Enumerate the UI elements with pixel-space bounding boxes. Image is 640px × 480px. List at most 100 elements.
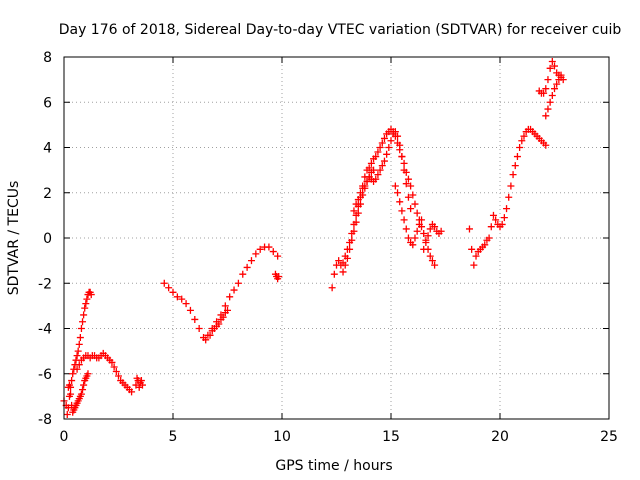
data-point <box>186 306 194 314</box>
data-point <box>274 252 282 260</box>
data-point <box>256 245 264 253</box>
data-point <box>206 331 214 339</box>
data-point <box>407 182 415 190</box>
data-point <box>394 132 402 140</box>
series-s14 <box>465 125 550 269</box>
data-point <box>374 171 382 179</box>
data-point <box>551 62 558 70</box>
data-point <box>195 325 203 332</box>
data-point <box>128 388 136 396</box>
series-s3 <box>64 370 92 416</box>
data-point <box>544 105 552 113</box>
data-point <box>413 209 421 217</box>
data-point <box>411 234 419 242</box>
y-tick-label: 4 <box>43 141 52 157</box>
data-point <box>426 225 434 233</box>
x-tick-label: 0 <box>60 429 69 445</box>
data-point <box>542 112 550 120</box>
data-point <box>391 182 399 190</box>
data-point <box>546 64 554 72</box>
x-tick-label: 15 <box>382 429 400 445</box>
data-point <box>400 166 408 174</box>
data-point <box>404 175 412 183</box>
data-point <box>356 189 364 197</box>
data-point <box>110 363 118 371</box>
data-point <box>422 239 430 247</box>
data-point <box>398 207 406 215</box>
data-point <box>361 182 369 190</box>
data-point <box>468 245 476 253</box>
x-tick-label: 5 <box>169 429 178 445</box>
data-point <box>398 153 406 161</box>
axis-ticks: 0 5 10 15 20 25 -8 -6 -4 -2 0 2 4 6 8 <box>38 50 618 445</box>
y-tick-label: 2 <box>43 186 52 202</box>
data-point <box>160 279 168 287</box>
series-s11 <box>350 166 378 215</box>
data-point <box>234 279 242 287</box>
data-point <box>328 284 336 292</box>
data-point <box>420 245 428 253</box>
data-point <box>82 300 90 308</box>
data-point <box>354 209 362 217</box>
data-point <box>191 315 199 323</box>
data-point <box>465 225 473 233</box>
data-point <box>350 207 358 215</box>
data-point <box>81 304 89 312</box>
data-point <box>219 313 227 321</box>
data-point <box>505 193 513 201</box>
data-point <box>372 153 380 161</box>
data-point <box>472 252 480 260</box>
data-point <box>173 293 181 301</box>
data-point <box>138 381 146 389</box>
data-point <box>431 261 439 269</box>
data-point <box>540 89 548 97</box>
data-point <box>485 234 493 242</box>
y-tick-label: -4 <box>38 322 52 338</box>
data-point <box>343 254 351 262</box>
y-tick-label: -2 <box>38 276 52 292</box>
data-point <box>239 270 247 278</box>
data-point <box>520 132 528 140</box>
data-point <box>63 410 71 418</box>
series-s7 <box>206 306 231 339</box>
chart-title: Day 176 of 2018, Sidereal Day-to-day VTE… <box>59 22 622 38</box>
data-point <box>400 216 408 224</box>
series-s4 <box>73 349 136 396</box>
data-point <box>365 164 373 172</box>
data-point <box>367 159 375 167</box>
data-point <box>542 85 550 93</box>
data-point <box>79 318 87 326</box>
series-s6 <box>160 243 282 344</box>
series-s16 <box>542 73 567 120</box>
data-point <box>76 334 84 342</box>
data-point <box>269 248 277 256</box>
data-point <box>551 85 558 93</box>
data-point <box>426 252 434 260</box>
series-s5 <box>132 374 146 391</box>
data-point <box>221 302 229 310</box>
data-point <box>420 229 428 237</box>
data-point <box>182 300 190 308</box>
data-point <box>75 340 83 348</box>
x-axis-label: GPS time / hours <box>275 458 392 474</box>
data-point <box>481 241 489 249</box>
data-point <box>69 370 77 378</box>
data-point <box>73 365 81 373</box>
data-point <box>215 320 223 328</box>
data-point <box>230 286 238 294</box>
data-point <box>404 193 412 201</box>
data-point <box>503 205 511 213</box>
x-tick-label: 25 <box>600 429 618 445</box>
data-point <box>415 220 423 228</box>
x-tick-label: 10 <box>273 429 291 445</box>
data-point <box>418 216 426 224</box>
data-point <box>383 150 391 158</box>
data-point <box>500 214 508 222</box>
y-tick-label: 0 <box>43 231 52 247</box>
data-point <box>73 352 81 360</box>
plot-frame <box>63 56 610 420</box>
data-point <box>380 134 388 142</box>
data-point <box>65 381 73 389</box>
data-point <box>348 236 356 244</box>
